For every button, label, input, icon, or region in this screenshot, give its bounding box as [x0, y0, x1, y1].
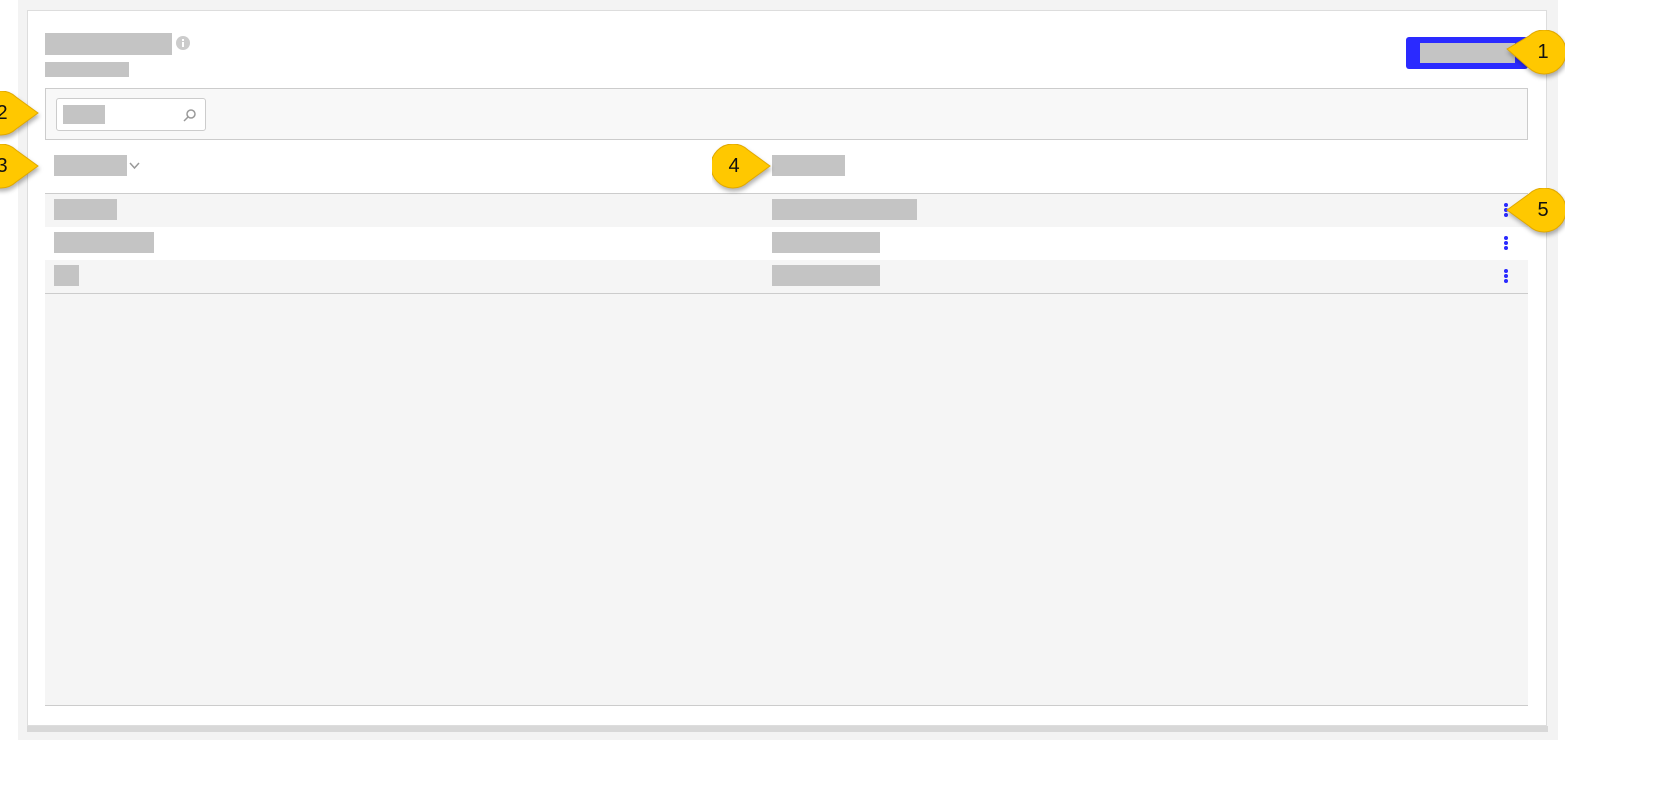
column-header-name[interactable] [54, 155, 127, 176]
horizontal-scrollbar[interactable] [27, 726, 1548, 732]
page-title [45, 33, 172, 55]
cell-name [54, 232, 154, 253]
callout-number: 3 [0, 155, 8, 177]
callout-number: 1 [1537, 41, 1549, 63]
info-icon[interactable] [176, 36, 190, 50]
callout-marker: 3 [0, 143, 46, 196]
page-subtitle [45, 62, 129, 77]
kebab-menu-icon[interactable] [1503, 269, 1509, 285]
primary-action-button[interactable] [1406, 37, 1528, 69]
callout-marker: 2 [0, 90, 46, 143]
table-row[interactable] [45, 227, 1528, 260]
column-header-value[interactable] [772, 155, 845, 176]
callout-marker: 5 [1499, 187, 1567, 240]
cell-value [772, 265, 880, 286]
filter-bar [45, 88, 1528, 140]
callout-number: 4 [728, 155, 740, 177]
table-row[interactable] [45, 260, 1528, 294]
callout-marker: 4 [710, 143, 778, 196]
search-icon[interactable] [183, 108, 197, 122]
cell-value [772, 232, 880, 253]
button-label [1420, 43, 1515, 63]
callout-marker: 1 [1499, 29, 1567, 82]
chevron-down-icon[interactable] [129, 162, 140, 170]
callout-number: 5 [1537, 199, 1549, 221]
table-row[interactable] [45, 194, 1528, 227]
cell-value [772, 199, 917, 220]
callout-number: 2 [0, 102, 8, 124]
cell-name [54, 265, 79, 286]
kebab-menu-icon[interactable] [1503, 236, 1509, 252]
search-input[interactable] [56, 98, 206, 131]
cell-name [54, 199, 117, 220]
search-placeholder [63, 105, 105, 124]
kebab-menu-icon[interactable] [1503, 203, 1509, 219]
